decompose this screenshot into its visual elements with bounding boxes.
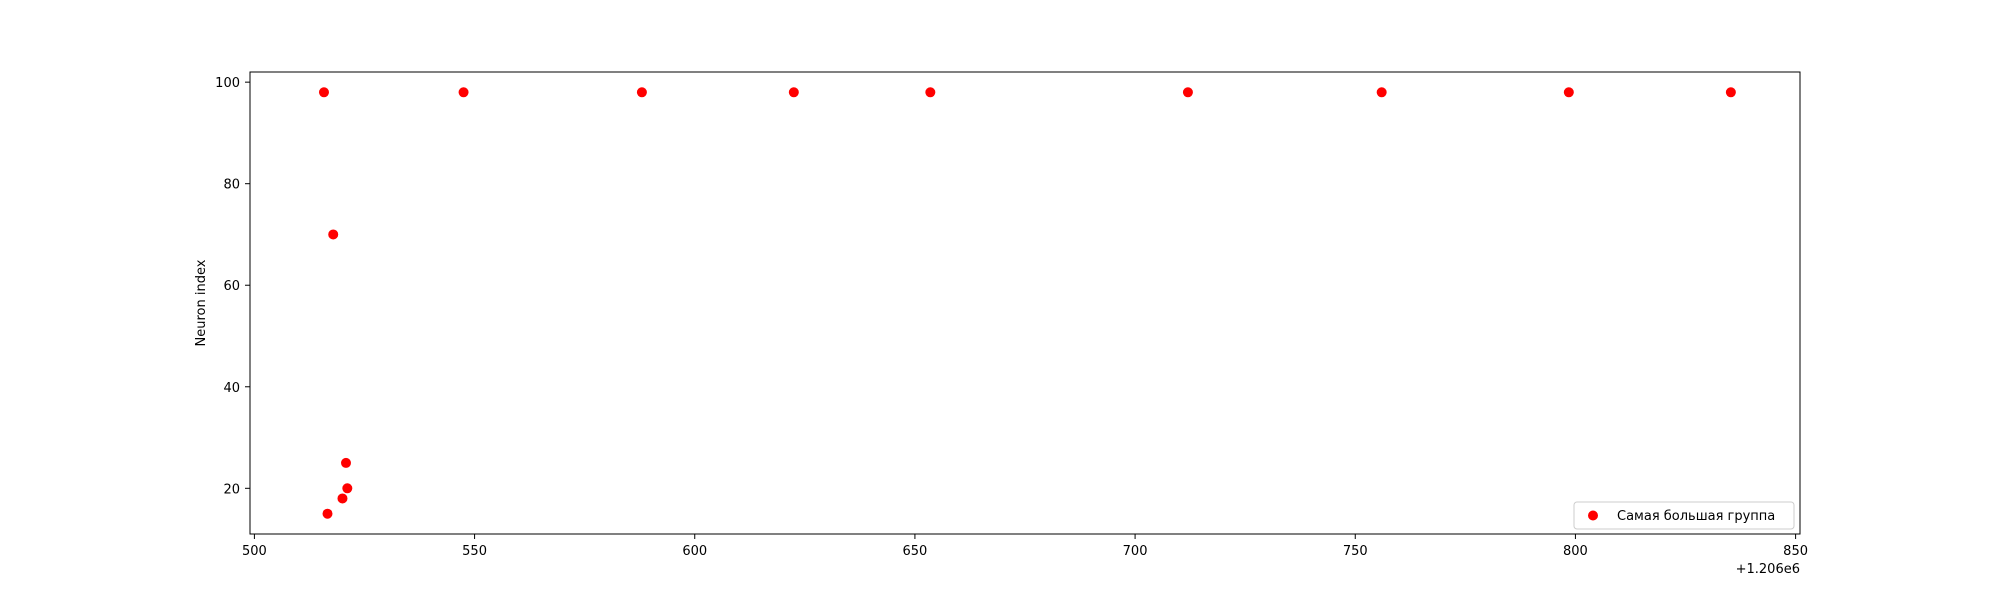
data-points <box>318 87 1736 519</box>
x-tick-label: 650 <box>903 544 928 559</box>
legend-marker <box>1588 510 1598 521</box>
x-tick-label: 750 <box>1343 544 1368 559</box>
x-tick-label: 700 <box>1123 544 1148 559</box>
x-tick-label: 800 <box>1563 544 1588 559</box>
data-point <box>1563 87 1574 98</box>
y-tick-label: 20 <box>223 482 240 497</box>
data-point <box>337 493 348 504</box>
x-tick-label: 600 <box>682 544 707 559</box>
y-tick-label: 40 <box>223 381 240 396</box>
legend: Самая большая группа <box>1573 501 1795 530</box>
data-point <box>328 229 339 240</box>
data-point <box>788 87 799 98</box>
data-point <box>1376 87 1387 98</box>
data-point <box>458 87 469 98</box>
data-point <box>342 483 353 494</box>
x-tick-label: 500 <box>242 544 267 559</box>
legend-box <box>1573 501 1795 530</box>
y-tick-label: 100 <box>215 76 240 91</box>
x-tick-label: 850 <box>1783 544 1808 559</box>
data-point <box>925 87 936 98</box>
legend-label: Самая большая группа <box>1617 509 1775 524</box>
axis-ticks: 500 550 600 650 700 750 800 850 20 40 60 80 100 <box>215 76 1808 559</box>
data-point <box>1725 87 1736 98</box>
data-point <box>1182 87 1193 98</box>
x-axis-offset-label: +1.206e6 <box>1736 562 1800 577</box>
data-point <box>340 457 351 468</box>
data-point <box>636 87 647 98</box>
y-tick-label: 80 <box>223 178 240 193</box>
y-axis-label: Neuron index <box>194 259 209 346</box>
data-point <box>322 508 333 519</box>
data-point <box>318 87 329 98</box>
x-tick-label: 550 <box>462 544 487 559</box>
plot-frame <box>249 71 1801 535</box>
y-tick-label: 60 <box>223 279 240 294</box>
